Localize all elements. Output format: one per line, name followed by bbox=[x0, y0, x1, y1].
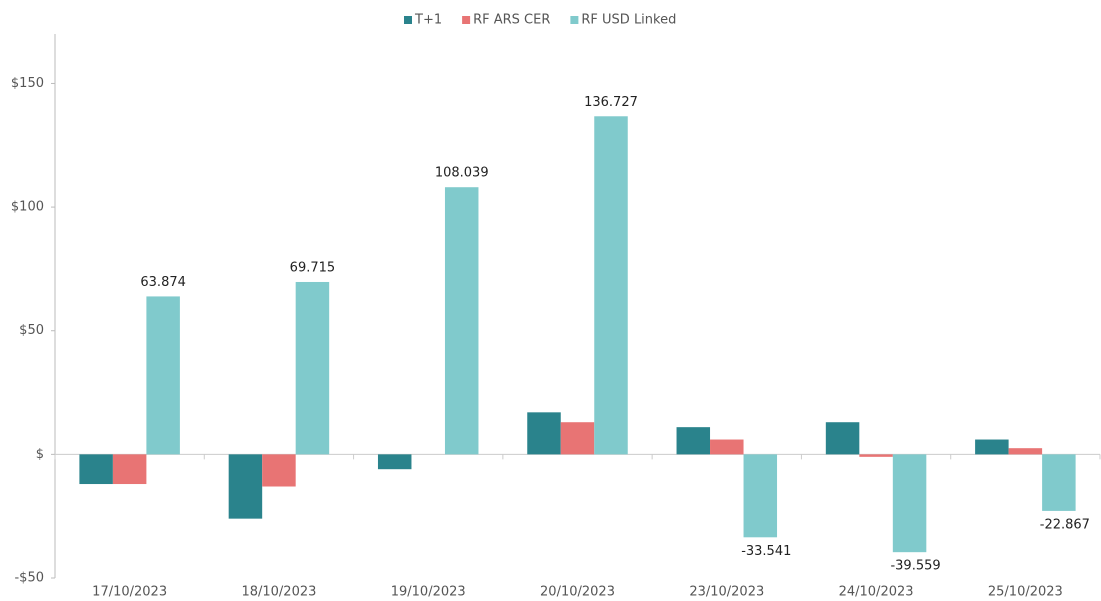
bar bbox=[1042, 454, 1076, 511]
y-tick-label: $150 bbox=[11, 76, 44, 91]
data-label: 136.727 bbox=[584, 95, 638, 110]
x-tick-label: 23/10/2023 bbox=[689, 585, 764, 600]
x-tick-label: 24/10/2023 bbox=[839, 585, 914, 600]
data-label: -39.559 bbox=[890, 559, 940, 574]
legend-label: T+1 bbox=[414, 13, 442, 28]
x-tick-label: 18/10/2023 bbox=[241, 585, 316, 600]
legend-swatch bbox=[570, 16, 579, 24]
data-label: -33.541 bbox=[741, 544, 791, 559]
bar bbox=[377, 454, 412, 470]
legend-label: RF ARS CER bbox=[473, 13, 550, 28]
legend-label: RF USD Linked bbox=[581, 13, 676, 28]
bar bbox=[112, 454, 147, 485]
bar bbox=[262, 454, 296, 487]
bar bbox=[1008, 448, 1043, 455]
bar bbox=[527, 412, 561, 455]
data-label: 108.039 bbox=[435, 166, 489, 181]
bar bbox=[975, 439, 1009, 455]
bar bbox=[594, 116, 628, 455]
legend-swatch bbox=[404, 16, 412, 24]
bar bbox=[743, 454, 778, 538]
x-tick-label: 19/10/2023 bbox=[391, 585, 466, 600]
data-label: 69.715 bbox=[290, 260, 336, 275]
bar bbox=[146, 296, 180, 455]
x-tick-label: 20/10/2023 bbox=[540, 585, 615, 600]
bar bbox=[228, 454, 263, 519]
bar bbox=[79, 454, 113, 485]
legend-swatch bbox=[462, 16, 471, 24]
bar bbox=[444, 187, 479, 455]
bar bbox=[859, 454, 893, 457]
x-tick-label: 17/10/2023 bbox=[92, 585, 167, 600]
bar bbox=[295, 281, 330, 455]
bar bbox=[892, 454, 927, 553]
y-tick-label: -$50 bbox=[14, 571, 44, 586]
y-tick-label: $50 bbox=[19, 323, 44, 338]
data-label: 63.874 bbox=[140, 275, 186, 290]
y-tick-label: $ bbox=[36, 447, 44, 462]
data-label: -22.867 bbox=[1040, 517, 1090, 532]
bar bbox=[825, 422, 860, 455]
bar bbox=[710, 439, 744, 455]
bar bbox=[676, 427, 711, 455]
bar bbox=[560, 422, 595, 455]
x-tick-label: 25/10/2023 bbox=[988, 585, 1063, 600]
y-tick-label: $100 bbox=[11, 200, 44, 215]
